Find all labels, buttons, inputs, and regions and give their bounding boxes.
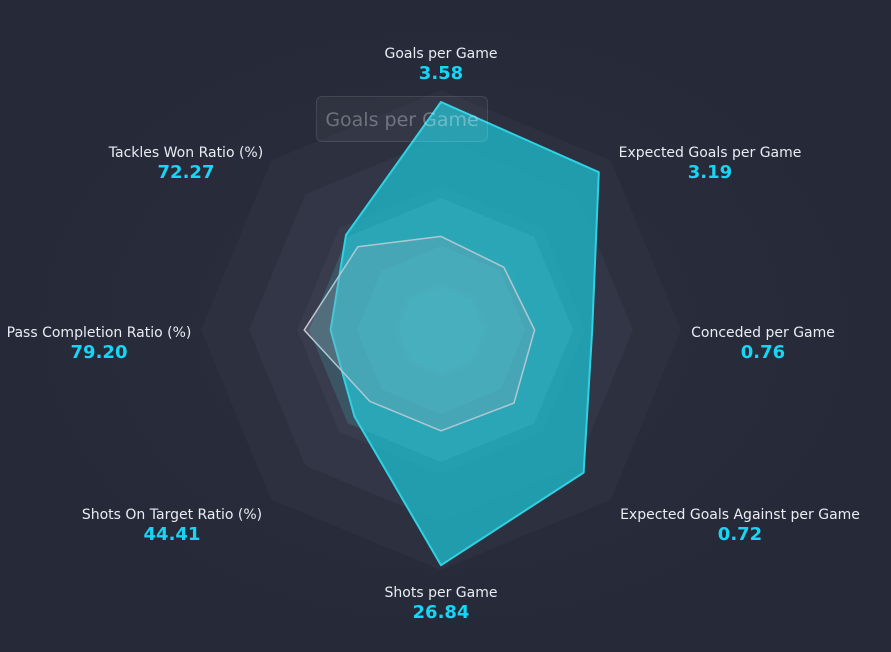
axis-label-5: Shots per Game 26.84: [385, 584, 498, 624]
axis-value: 79.20: [70, 342, 128, 363]
axis-value: 3.19: [687, 162, 733, 183]
axis-name: Shots On Target Ratio (%): [81, 507, 263, 523]
axis-name: Expected Goals per Game: [618, 145, 802, 161]
axis-name: Pass Completion Ratio (%): [6, 325, 192, 341]
axis-name: Tackles Won Ratio (%): [108, 145, 264, 161]
axis-value: 26.84: [412, 602, 470, 623]
axis-value: 0.72: [717, 524, 763, 545]
radar-inner-ring-3: [397, 286, 485, 374]
axis-label-8: Tackles Won Ratio (%) 72.27: [109, 144, 263, 184]
axis-name: Shots per Game: [384, 585, 498, 601]
axis-value: 44.41: [143, 524, 201, 545]
axis-value: 0.76: [740, 342, 786, 363]
radar-inner-ring-1: [309, 198, 573, 462]
axis-name: Conceded per Game: [691, 325, 835, 341]
radar-series-1: [329, 101, 600, 567]
axis-value: 3.58: [418, 63, 464, 84]
axis-name: Goals per Game: [384, 46, 498, 62]
chart-title-ghost: Goals per Game: [316, 96, 488, 142]
radar-inner-ring-2: [357, 246, 525, 414]
axis-value: 72.27: [157, 162, 215, 183]
axis-label-1: Goals per Game 3.58: [384, 45, 497, 85]
axis-name: Expected Goals Against per Game: [620, 507, 860, 523]
radar-series: [303, 101, 600, 567]
axis-label-7: Pass Completion Ratio (%) 79.20: [7, 324, 192, 364]
axis-label-2: Expected Goals per Game 3.19: [619, 144, 802, 184]
axis-label-4: Expected Goals Against per Game 0.72: [620, 506, 860, 546]
axis-label-3: Conceded per Game 0.76: [691, 324, 835, 364]
axis-label-6: Shots On Target Ratio (%) 44.41: [82, 506, 262, 546]
radar-series-2: [303, 235, 536, 432]
